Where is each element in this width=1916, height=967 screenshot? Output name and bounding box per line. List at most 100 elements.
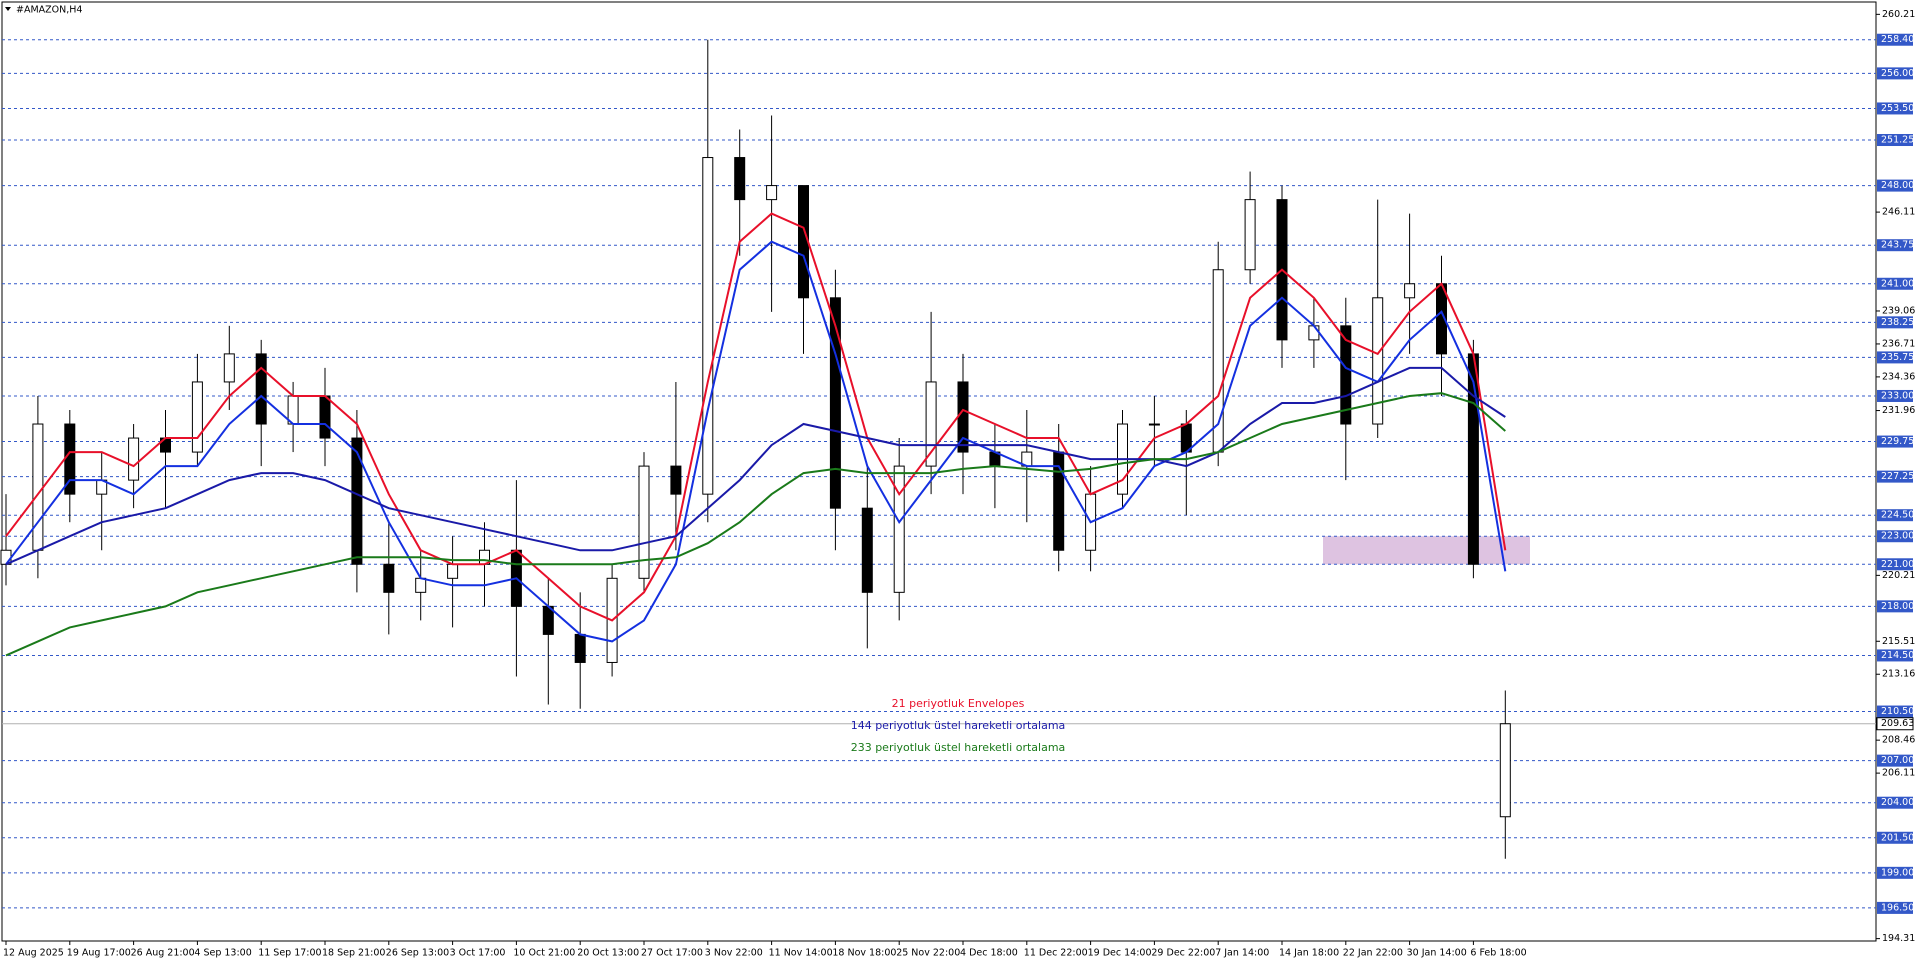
y-tick-label: 236.71 xyxy=(1882,338,1915,349)
level-label: 199.00 xyxy=(1881,867,1914,878)
candle-body xyxy=(383,563,395,593)
level-label: 258.40 xyxy=(1881,34,1914,45)
x-tick-label: 27 Oct 17:00 xyxy=(641,948,703,959)
candle-body xyxy=(1499,723,1511,818)
legend-entry: 144 periyotluk üstel hareketli ortalama xyxy=(851,719,1066,732)
level-label: 218.00 xyxy=(1881,601,1914,612)
level-label: 253.50 xyxy=(1881,103,1914,114)
level-label-box xyxy=(1877,705,1913,718)
x-tick-label: 18 Nov 18:00 xyxy=(832,948,896,959)
candle-body xyxy=(829,297,841,509)
level-label-box xyxy=(1877,67,1913,80)
x-tick-label: 10 Oct 21:00 xyxy=(513,948,575,959)
candle-body xyxy=(734,157,746,201)
level-label: 238.25 xyxy=(1881,317,1914,328)
x-tick-label: 14 Jan 18:00 xyxy=(1279,948,1339,959)
x-tick-label: 26 Aug 21:00 xyxy=(131,948,195,959)
level-label-box xyxy=(1877,509,1913,522)
candle-body xyxy=(1372,297,1384,425)
level-label: 221.00 xyxy=(1881,559,1914,570)
candle-body xyxy=(447,563,459,579)
candle-body xyxy=(766,185,778,201)
level-label: 210.50 xyxy=(1881,706,1914,717)
x-tick-label: 22 Jan 22:00 xyxy=(1343,948,1403,959)
y-tick-label: 194.31 xyxy=(1882,933,1915,944)
x-tick-label: 11 Dec 22:00 xyxy=(1024,948,1088,959)
level-label: 223.00 xyxy=(1881,531,1914,542)
candle-body xyxy=(670,465,682,495)
level-label-box xyxy=(1877,239,1913,252)
x-tick-label: 11 Nov 14:00 xyxy=(769,948,833,959)
x-tick-label: 12 Aug 2025 xyxy=(3,948,64,959)
x-tick-label: 20 Oct 13:00 xyxy=(577,948,639,959)
level-label: 243.75 xyxy=(1881,240,1914,251)
level-label-box xyxy=(1877,277,1913,290)
level-label: 235.75 xyxy=(1881,352,1914,363)
level-label-box xyxy=(1877,179,1913,192)
x-tick-label: 19 Aug 17:00 xyxy=(67,948,131,959)
y-tick-label: 213.16 xyxy=(1882,669,1915,680)
candle-body xyxy=(1244,199,1256,271)
x-tick-label: 26 Sep 13:00 xyxy=(386,948,449,959)
x-tick-label: 30 Jan 14:00 xyxy=(1407,948,1467,959)
x-tick-label: 18 Sep 21:00 xyxy=(322,948,385,959)
candle-body xyxy=(638,465,650,579)
y-tick-label: 231.96 xyxy=(1882,405,1915,416)
candle-body xyxy=(319,395,331,439)
level-label: 224.50 xyxy=(1881,510,1914,521)
x-tick-label: 29 Dec 22:00 xyxy=(1151,948,1215,959)
level-label-box xyxy=(1877,901,1913,914)
level-label-box xyxy=(1877,435,1913,448)
candle-body xyxy=(191,381,203,453)
level-label: 201.50 xyxy=(1881,832,1914,843)
x-tick-label: 3 Oct 17:00 xyxy=(450,948,506,959)
candle-body xyxy=(893,465,905,593)
candle-body xyxy=(702,157,714,495)
candle-body xyxy=(1340,325,1352,425)
level-label-box xyxy=(1877,754,1913,767)
candle-body xyxy=(925,381,937,467)
level-label-box xyxy=(1877,530,1913,543)
level-label: 248.00 xyxy=(1881,180,1914,191)
chart-title: #AMAZON,H4 xyxy=(16,5,82,16)
level-label: 196.50 xyxy=(1881,902,1914,913)
x-tick-label: 11 Sep 17:00 xyxy=(258,948,321,959)
y-tick-label: 246.11 xyxy=(1882,207,1915,218)
level-label-box xyxy=(1877,600,1913,613)
level-label-box xyxy=(1877,649,1913,662)
ma-line xyxy=(5,212,1507,622)
candle-body xyxy=(861,507,873,593)
ma-line xyxy=(5,392,1506,657)
level-label-box xyxy=(1877,102,1913,115)
level-label: 251.25 xyxy=(1881,135,1914,146)
level-label: 214.50 xyxy=(1881,650,1914,661)
level-label: 256.00 xyxy=(1881,68,1914,79)
candle-body xyxy=(415,577,427,593)
x-tick-label: 3 Nov 22:00 xyxy=(705,948,763,959)
y-tick-label: 215.51 xyxy=(1882,636,1915,647)
support-zone xyxy=(1323,536,1530,565)
y-tick-label: 208.46 xyxy=(1882,735,1915,746)
candle-body xyxy=(128,437,140,481)
level-label-box xyxy=(1877,316,1913,329)
level-label-box xyxy=(1877,470,1913,483)
level-label-box xyxy=(1877,558,1913,571)
candle-body xyxy=(223,353,235,383)
level-label: 227.25 xyxy=(1881,471,1914,482)
level-label-box xyxy=(1877,134,1913,147)
level-label: 229.75 xyxy=(1881,436,1914,447)
y-tick-label: 234.36 xyxy=(1882,371,1915,382)
y-tick-label: 260.21 xyxy=(1882,9,1915,20)
y-tick-label: 220.21 xyxy=(1882,570,1915,581)
level-label: 204.00 xyxy=(1881,797,1914,808)
x-tick-label: 19 Dec 14:00 xyxy=(1088,948,1152,959)
candle-body xyxy=(1404,283,1416,299)
candle-body xyxy=(1308,325,1320,341)
candle-body xyxy=(351,437,363,565)
legend-entry: 233 periyotluk üstel hareketli ortalama xyxy=(851,741,1066,754)
legend-entry: 21 periyotluk Envelopes xyxy=(892,697,1025,710)
level-label-box xyxy=(1877,389,1913,402)
x-tick-label: 4 Dec 18:00 xyxy=(960,948,1018,959)
y-tick-label: 239.06 xyxy=(1882,305,1915,316)
